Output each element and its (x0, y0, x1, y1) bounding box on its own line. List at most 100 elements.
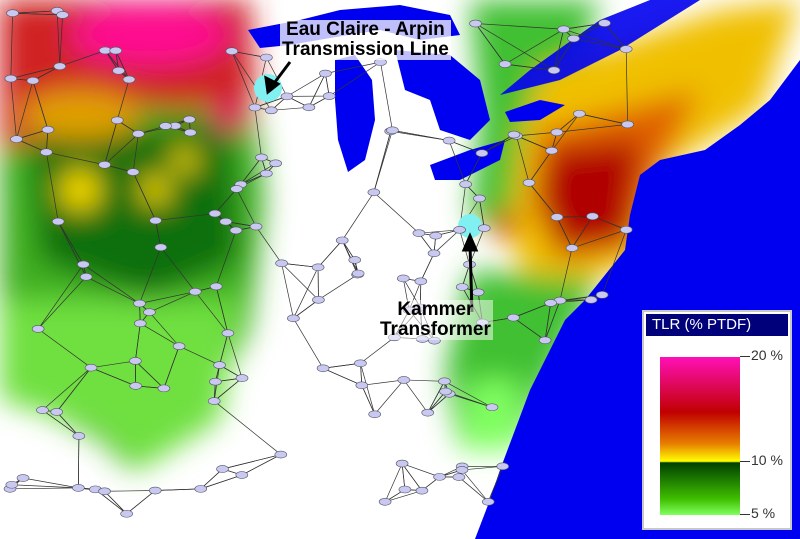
bus-node[interactable] (355, 381, 369, 390)
bus-node[interactable] (415, 486, 429, 495)
bus-node[interactable] (335, 236, 349, 245)
bus-node[interactable] (219, 217, 233, 226)
bus-node[interactable] (149, 216, 162, 225)
bus-node[interactable] (31, 325, 45, 333)
bus-node[interactable] (378, 497, 392, 506)
bus-node[interactable] (397, 376, 411, 384)
bus-node[interactable] (455, 466, 469, 474)
bus-node[interactable] (621, 120, 634, 129)
bus-node[interactable] (122, 75, 136, 84)
bus-node[interactable] (129, 357, 142, 365)
bus-node[interactable] (496, 462, 510, 471)
bus-node[interactable] (312, 296, 325, 304)
bus-node[interactable] (550, 128, 564, 137)
bus-node[interactable] (395, 459, 409, 468)
bus-node[interactable] (209, 282, 223, 291)
bus-node[interactable] (50, 408, 63, 416)
bus-node[interactable] (453, 226, 466, 234)
bus-node[interactable] (573, 109, 586, 118)
bus-node[interactable] (172, 342, 186, 351)
bus-node[interactable] (188, 287, 202, 296)
bus-node[interactable] (194, 485, 208, 493)
bus-node[interactable] (16, 474, 30, 482)
bus-node[interactable] (72, 484, 85, 492)
bus-node[interactable] (287, 314, 300, 323)
bus-node[interactable] (351, 269, 365, 278)
bus-node[interactable] (481, 497, 495, 506)
bus-node[interactable] (5, 480, 19, 489)
bus-node[interactable] (455, 283, 469, 291)
bus-node[interactable] (229, 226, 243, 235)
bus-node[interactable] (348, 256, 362, 264)
bus-node[interactable] (255, 153, 268, 162)
bus-node[interactable] (269, 159, 282, 168)
bus-node[interactable] (595, 291, 609, 299)
bus-node[interactable] (183, 115, 196, 124)
bus-node[interactable] (368, 410, 381, 419)
bus-node[interactable] (98, 487, 111, 496)
bus-node[interactable] (473, 194, 486, 203)
bus-node[interactable] (40, 148, 53, 157)
bus-node[interactable] (586, 212, 599, 221)
bus-node[interactable] (498, 60, 512, 68)
bus-node[interactable] (98, 160, 111, 169)
bus-node[interactable] (439, 387, 452, 396)
bus-node[interactable] (316, 364, 330, 373)
bus-node[interactable] (209, 377, 222, 386)
bus-node[interactable] (120, 509, 133, 518)
bus-node[interactable] (386, 126, 399, 135)
bus-node[interactable] (567, 34, 580, 43)
bus-node[interactable] (79, 272, 93, 281)
bus-node[interactable] (132, 130, 145, 138)
bus-node[interactable] (367, 188, 381, 197)
bus-node[interactable] (485, 403, 499, 412)
bus-node[interactable] (619, 45, 633, 53)
bus-node[interactable] (274, 450, 288, 459)
bus-node[interactable] (148, 486, 162, 495)
bus-node[interactable] (619, 225, 633, 234)
bus-node[interactable] (56, 11, 69, 19)
bus-node[interactable] (235, 374, 249, 382)
bus-node[interactable] (429, 231, 443, 240)
bus-node[interactable] (230, 185, 243, 193)
bus-node[interactable] (538, 336, 552, 345)
bus-node[interactable] (264, 106, 278, 115)
bus-node[interactable] (319, 69, 332, 78)
bus-node[interactable] (475, 149, 489, 158)
bus-node[interactable] (213, 361, 226, 369)
bus-node[interactable] (584, 296, 598, 304)
bus-node[interactable] (221, 329, 235, 337)
bus-node[interactable] (311, 263, 325, 272)
bus-node[interactable] (208, 209, 222, 218)
bus-node[interactable] (51, 217, 65, 226)
bus-node[interactable] (412, 229, 426, 237)
bus-node[interactable] (133, 299, 146, 308)
bus-node[interactable] (77, 260, 90, 269)
bus-node[interactable] (322, 92, 336, 100)
bus-node[interactable] (354, 359, 367, 368)
bus-node[interactable] (36, 406, 49, 414)
bus-node[interactable] (598, 19, 611, 27)
bus-node[interactable] (421, 408, 435, 417)
bus-node[interactable] (565, 244, 579, 252)
bus-node[interactable] (10, 135, 23, 143)
bus-node[interactable] (452, 473, 466, 481)
bus-node[interactable] (143, 308, 156, 316)
bus-node[interactable] (507, 130, 521, 139)
bus-node[interactable] (109, 46, 123, 55)
bus-node[interactable] (72, 432, 86, 440)
bus-node[interactable] (53, 62, 67, 71)
bus-node[interactable] (260, 169, 273, 178)
bus-node[interactable] (4, 74, 18, 83)
bus-node[interactable] (545, 146, 558, 155)
bus-node[interactable] (84, 363, 98, 372)
bus-node[interactable] (438, 377, 451, 386)
bus-node[interactable] (6, 9, 19, 17)
bus-node[interactable] (129, 382, 143, 390)
bus-node[interactable] (98, 46, 112, 55)
bus-node[interactable] (112, 66, 125, 75)
bus-node[interactable] (110, 116, 124, 125)
bus-node[interactable] (471, 288, 485, 297)
bus-node[interactable] (459, 180, 472, 189)
bus-node[interactable] (275, 259, 288, 268)
